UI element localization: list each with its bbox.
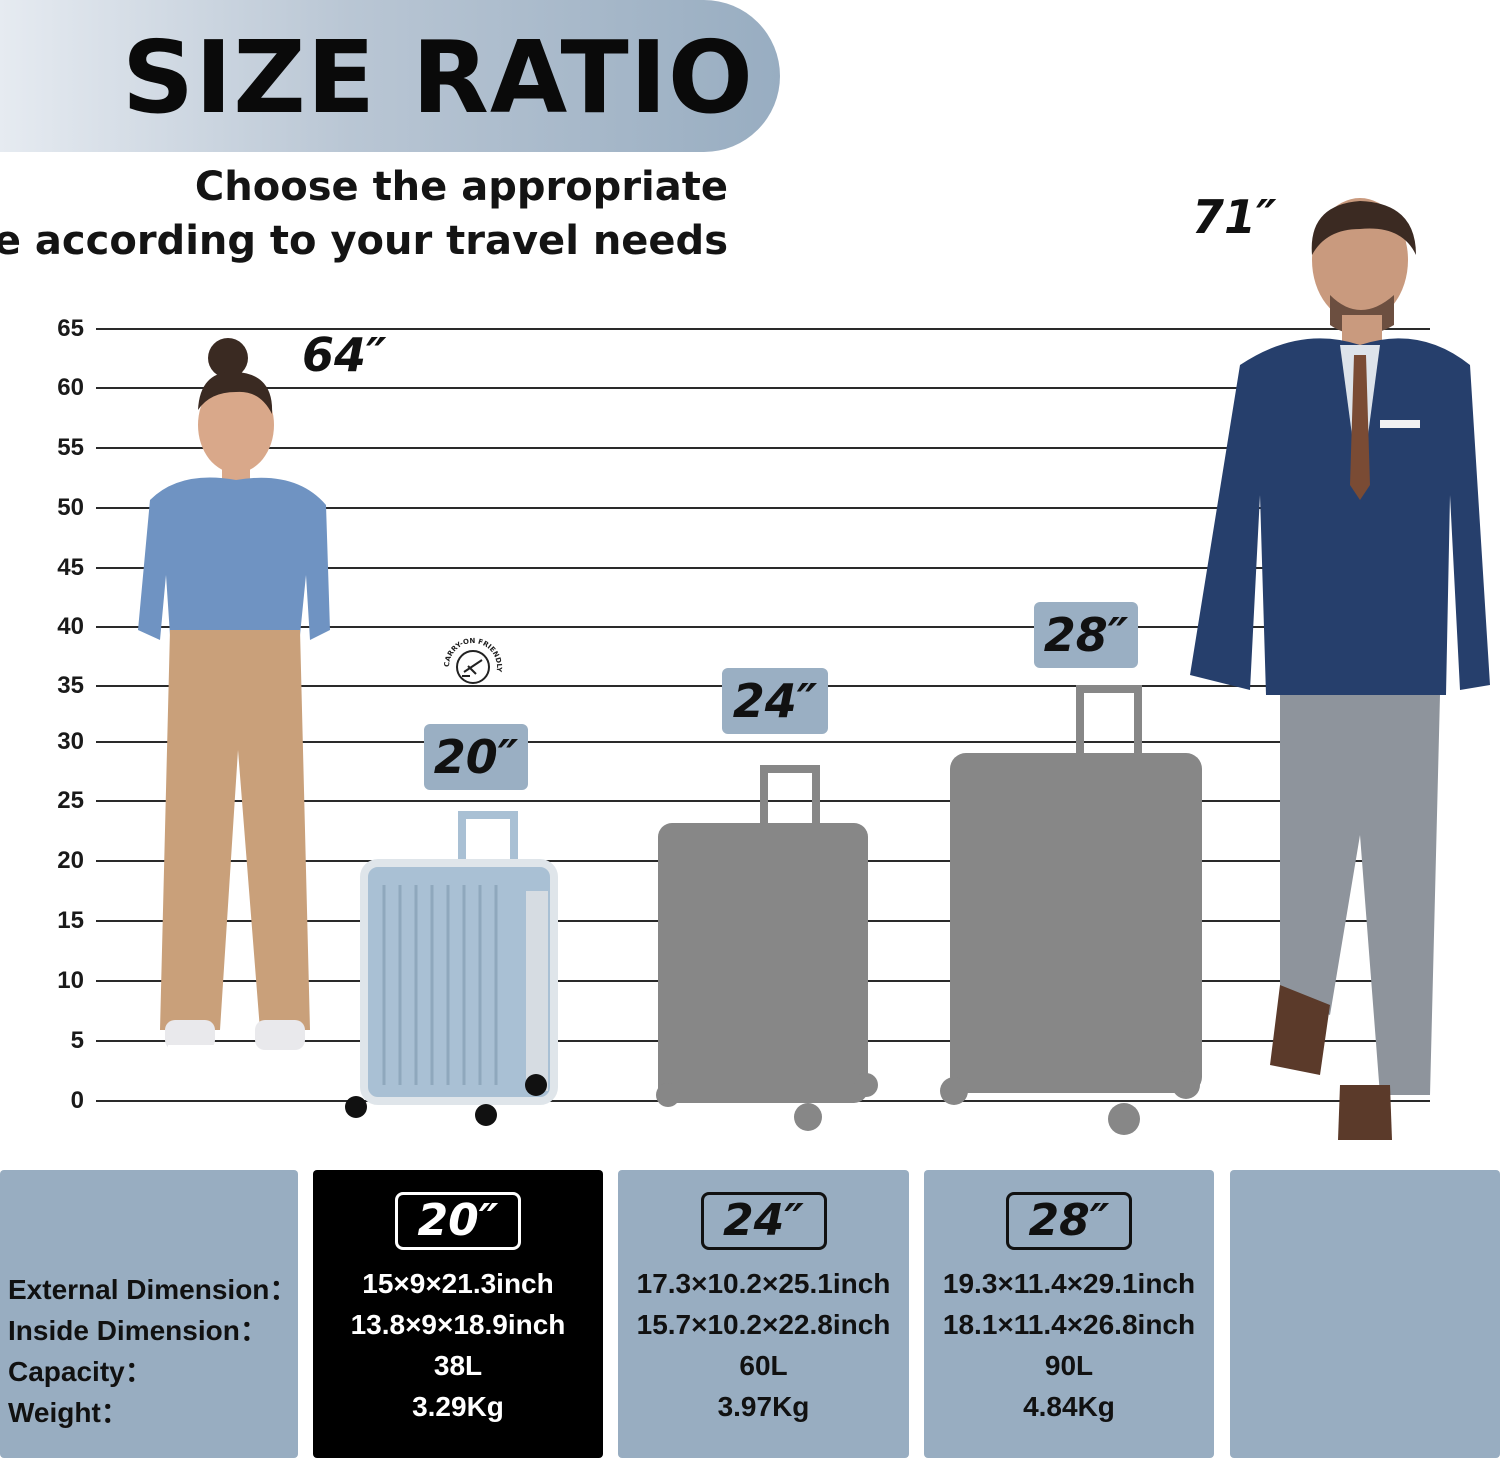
label-external-dimension: External Dimension：	[8, 1274, 298, 1305]
subtitle-line-2: size according to your travel needs	[0, 218, 728, 264]
spec-card-empty	[1230, 1170, 1500, 1458]
spec-card-20: 20″ 15×9×21.3inch 13.8×9×18.9inch 38L 3.…	[313, 1170, 603, 1458]
tick-label: 5	[70, 1027, 84, 1054]
man-figure	[1190, 198, 1490, 1140]
carry-on-friendly-badge: CARRY-ON FRIENDLY	[443, 637, 503, 684]
size-tag-28: 28″	[1034, 602, 1138, 668]
suitcase-24	[656, 765, 878, 1131]
svg-text:CARRY-ON FRIENDLY: CARRY-ON FRIENDLY	[443, 637, 503, 673]
inside-dimension-value: 18.1×11.4×26.8inch	[942, 1309, 1196, 1340]
label-weight: Weight：	[8, 1397, 129, 1428]
label-inside-dimension: Inside Dimension：	[8, 1315, 268, 1346]
tick-label: 35	[57, 672, 84, 699]
tick-label: 45	[57, 554, 84, 581]
tick-label: 30	[57, 728, 84, 755]
spec-labels-card: External Dimension： Inside Dimension： Ca…	[0, 1170, 298, 1458]
tick-label: 20	[57, 847, 84, 874]
tick-label: 15	[57, 907, 84, 934]
tick-label: 25	[57, 787, 84, 814]
external-dimension-value: 17.3×10.2×25.1inch	[636, 1268, 891, 1299]
subtitle: Choose the appropriate size according to…	[0, 160, 728, 268]
ruler-line	[96, 387, 1430, 389]
ruler-line	[96, 328, 1430, 330]
capacity-value: 60L	[739, 1350, 788, 1381]
woman-height-label: 64″	[302, 328, 387, 382]
suitcase-20	[345, 811, 558, 1126]
woman-figure	[138, 338, 330, 1055]
tick-label: 40	[57, 613, 84, 640]
external-dimension-value: 19.3×11.4×29.1inch	[942, 1268, 1196, 1299]
weight-value: 3.97Kg	[717, 1391, 810, 1422]
carry-on-badge-text: CARRY-ON FRIENDLY	[443, 637, 503, 673]
tick-label: 65	[57, 315, 84, 342]
subtitle-line-1: Choose the appropriate	[194, 164, 728, 210]
card-size-badge: 28″	[1006, 1192, 1132, 1250]
tick-label: 50	[57, 494, 84, 521]
weight-value: 4.84Kg	[1023, 1391, 1115, 1422]
tick-label: 0	[70, 1087, 84, 1114]
spec-card-24: 24″ 17.3×10.2×25.1inch 15.7×10.2×22.8inc…	[618, 1170, 909, 1458]
tick-label: 55	[57, 434, 84, 461]
ruler-line	[96, 507, 1430, 509]
weight-value: 3.29Kg	[412, 1391, 504, 1422]
suitcase-28	[940, 685, 1202, 1135]
ruler-line	[96, 447, 1430, 449]
card-size-badge: 20″	[395, 1192, 521, 1250]
title-banner	[0, 0, 780, 152]
tick-label: 10	[57, 967, 84, 994]
ruler-line	[96, 567, 1430, 569]
external-dimension-value: 15×9×21.3inch	[362, 1268, 554, 1299]
spec-card-28: 28″ 19.3×11.4×29.1inch 18.1×11.4×26.8inc…	[924, 1170, 1214, 1458]
tick-label: 60	[57, 374, 84, 401]
inside-dimension-value: 15.7×10.2×22.8inch	[636, 1309, 891, 1340]
man-height-label: 71″	[1192, 190, 1277, 244]
size-tag-24: 24″	[722, 668, 828, 734]
label-capacity: Capacity：	[8, 1356, 153, 1387]
capacity-value: 38L	[433, 1350, 483, 1381]
size-tag-20: 20″	[424, 724, 528, 790]
capacity-value: 90L	[1044, 1350, 1094, 1381]
ruler-line	[96, 626, 1430, 628]
page-title: SIZE RATIO	[122, 19, 754, 136]
inside-dimension-value: 13.8×9×18.9inch	[350, 1309, 566, 1340]
card-size-badge: 24″	[700, 1192, 827, 1250]
ruler-line	[96, 741, 1430, 743]
